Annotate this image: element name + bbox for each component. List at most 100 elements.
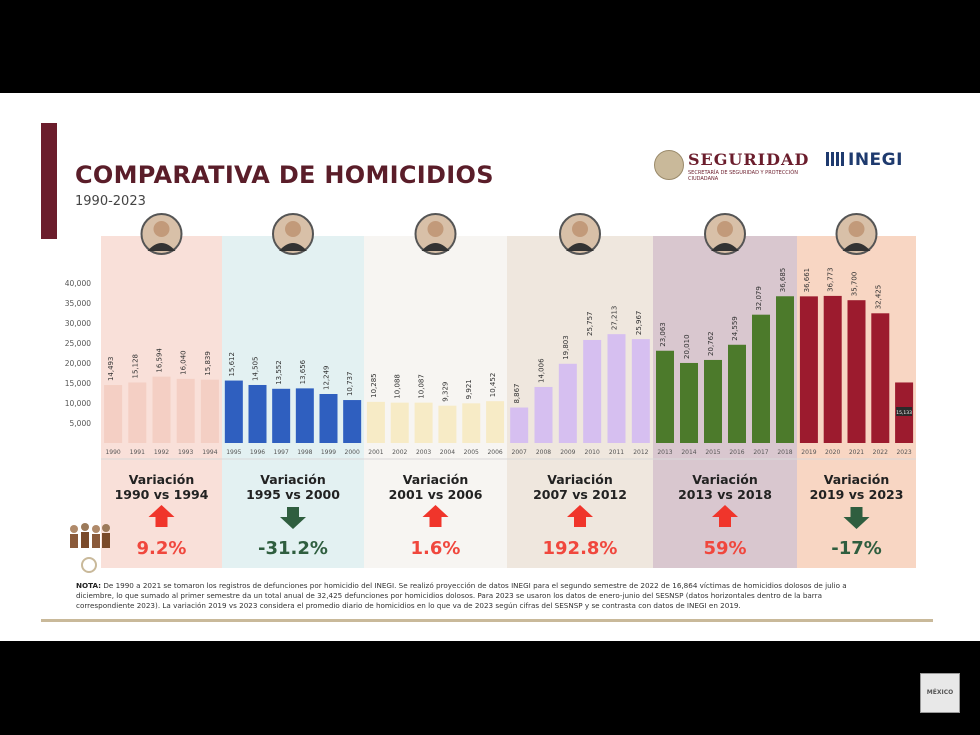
arrow-down-icon <box>843 507 870 529</box>
bar-value-label: 10,737 <box>346 372 354 397</box>
x-tick-label: 2003 <box>416 449 431 456</box>
bar-value-label: 10,285 <box>370 373 378 398</box>
y-tick-label: 10,000 <box>65 399 91 408</box>
seguridad-logo: SEGURIDAD SECRETARÍA DE SEGURIDAD Y PROT… <box>654 148 808 182</box>
decorative-figures-icon <box>70 523 110 573</box>
bar-value-label: 9,921 <box>465 379 473 399</box>
x-tick-label: 2006 <box>487 449 502 456</box>
bar <box>607 334 626 443</box>
page-title: COMPARATIVA DE HOMICIDIOS <box>75 161 494 189</box>
bar-value-label: 16,040 <box>180 350 188 375</box>
bar-value-label: 20,010 <box>683 334 691 359</box>
bar <box>728 344 746 443</box>
mexico-badge: MÉXICO <box>920 673 960 713</box>
slide: COMPARATIVA DE HOMICIDIOS 1990-2023 SEGU… <box>0 93 980 641</box>
arrow-up-icon <box>148 505 175 527</box>
inegi-bars-icon <box>826 152 844 166</box>
bar-value-label: 15,612 <box>228 352 236 377</box>
bar-value-label: 13,552 <box>275 360 283 385</box>
x-tick-label: 1991 <box>130 449 145 456</box>
variation-change: 192.8% <box>543 538 618 559</box>
inegi-logo: INEGI <box>826 150 903 170</box>
portrait-face <box>572 221 588 237</box>
variation-change: -17% <box>831 538 882 559</box>
bar <box>462 403 481 443</box>
arrow-up-icon <box>422 505 449 527</box>
bar <box>534 386 553 443</box>
inegi-logo-text: INEGI <box>848 150 903 170</box>
bar-value-label: 27,213 <box>611 306 619 331</box>
bar <box>823 295 842 443</box>
x-tick-label: 2000 <box>345 449 360 456</box>
x-tick-label: 1999 <box>321 449 336 456</box>
x-tick-label: 2011 <box>609 449 624 456</box>
x-tick-label: 1998 <box>297 449 312 456</box>
variation-title: Variación <box>260 472 326 487</box>
bar <box>558 363 577 443</box>
y-tick-label: 20,000 <box>65 359 91 368</box>
x-tick-label: 2014 <box>681 449 696 456</box>
bar-value-label: 14,493 <box>107 357 115 382</box>
bar-value-label: 25,757 <box>586 311 594 336</box>
x-tick-label: 2013 <box>657 449 672 456</box>
x-tick-label: 1992 <box>154 449 169 456</box>
bar-value-label: 15,128 <box>131 354 139 379</box>
portrait-suit <box>279 243 307 251</box>
x-tick-label: 2019 <box>801 449 816 456</box>
bar <box>104 385 123 443</box>
x-tick-label: 2008 <box>536 449 551 456</box>
variation-title: Variación <box>129 472 195 487</box>
x-tick-label: 2015 <box>705 449 720 456</box>
portrait-icon <box>414 213 457 255</box>
bar <box>847 300 866 443</box>
seguridad-logo-subtext: SECRETARÍA DE SEGURIDAD Y PROTECCIÓN CIU… <box>688 170 798 182</box>
x-tick-label: 2004 <box>440 449 455 456</box>
bar-value-label: 35,700 <box>851 272 859 297</box>
bar-value-label: 13,656 <box>299 359 307 384</box>
x-tick-label: 1996 <box>250 449 265 456</box>
portrait-icon <box>272 213 314 255</box>
bar <box>486 401 505 443</box>
bar <box>176 378 195 443</box>
x-tick-label: 2018 <box>777 449 792 456</box>
x-tick-label: 2012 <box>633 449 648 456</box>
bar <box>366 401 385 443</box>
portrait-suit <box>711 243 739 251</box>
x-tick-label: 2021 <box>849 449 864 456</box>
portrait-face <box>153 221 170 237</box>
y-tick-label: 25,000 <box>65 339 91 348</box>
variation-change: 9.2% <box>137 538 187 559</box>
portrait-icon <box>704 213 746 255</box>
x-tick-label: 2009 <box>560 449 575 456</box>
portrait-face <box>285 221 301 237</box>
bar-label-box <box>896 407 913 416</box>
bar-value-label: 36,773 <box>827 267 835 292</box>
x-tick-label: 2007 <box>512 449 527 456</box>
y-tick-label: 40,000 <box>65 279 91 288</box>
bar <box>319 394 338 443</box>
variation-title: Variación <box>403 472 469 487</box>
arrow-up-icon <box>567 505 593 527</box>
y-tick-label: 15,000 <box>65 379 91 388</box>
portrait-face <box>717 221 733 237</box>
bar <box>224 380 243 443</box>
variation-range: 1990 vs 1994 <box>115 487 209 502</box>
x-tick-label: 2016 <box>729 449 744 456</box>
bar <box>295 388 314 443</box>
arrow-up-icon <box>712 505 738 527</box>
footnote-label: NOTA: <box>76 581 102 590</box>
x-tick-label: 2001 <box>368 449 383 456</box>
x-tick-label: 2005 <box>464 449 479 456</box>
portrait-suit <box>566 243 594 251</box>
bar-value-label: 16,594 <box>156 348 164 373</box>
bar <box>414 402 433 443</box>
bar-value-label: 8,867 <box>513 383 521 403</box>
bottom-divider <box>41 619 933 622</box>
x-tick-label: 2017 <box>753 449 768 456</box>
bar <box>871 313 890 443</box>
